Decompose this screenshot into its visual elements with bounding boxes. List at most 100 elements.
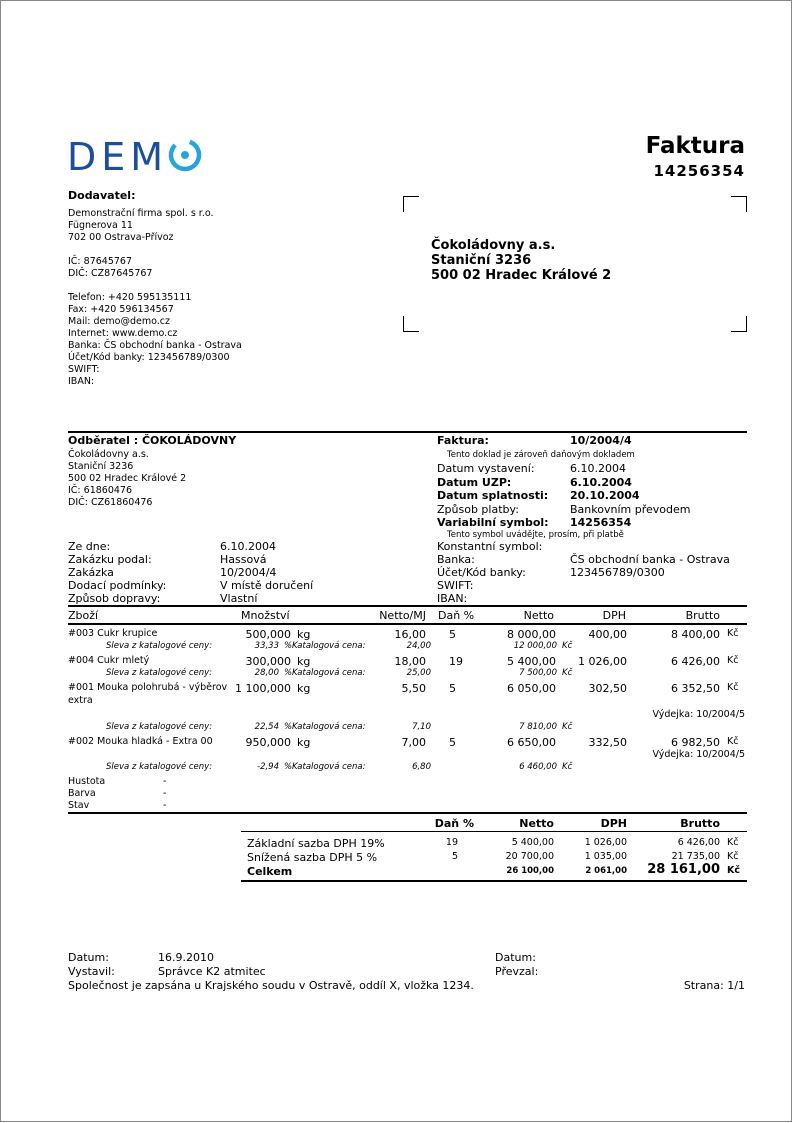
address-corner-mark <box>731 196 747 212</box>
summary-currency: Kč <box>727 837 739 848</box>
item-name: #002 Mouka hladká - Extra 00 <box>68 736 213 747</box>
discount-label: Sleva z katalogové ceny: <box>106 762 213 772</box>
order-label: Způsob dopravy: <box>68 592 161 605</box>
order-value: Vlastní <box>220 592 258 605</box>
item-issue-note: Výdejka: 10/2004/5 <box>652 709 745 720</box>
item-tax: 19 <box>449 655 463 668</box>
item-catalog-price: 7,10 <box>412 722 431 732</box>
demo-logo: DEM <box>67 135 207 179</box>
discount-pct: % <box>284 762 293 772</box>
item-net: 6 050,00 <box>507 682 556 695</box>
invoice-field-value: Bankovním převodem <box>570 502 691 516</box>
item-gross: 6 426,00 <box>671 655 720 668</box>
address-corner-mark <box>731 316 747 332</box>
item-vat: 1 026,00 <box>578 655 627 668</box>
catalog-label: Katalogová cena: <box>292 762 366 772</box>
item-discount: 28,00 <box>254 668 279 678</box>
item-net: 6 650,00 <box>507 736 556 749</box>
item-vat: 400,00 <box>588 628 628 641</box>
supplier-line: Demonstrační firma spol. s r.o. <box>68 208 214 219</box>
item-currency: Kč <box>727 682 739 693</box>
discount-label: Sleva z katalogové ceny: <box>106 722 213 732</box>
bank-field-value: 123456789/0300 <box>570 566 665 579</box>
item-unit: kg <box>297 736 311 749</box>
summary-row-label: Snížená sazba DPH 5 % <box>247 851 378 864</box>
symbol-note: Tento symbol uvádějte, prosím, při platb… <box>447 530 624 540</box>
supplier-line: Mail: demo@demo.cz <box>68 316 170 327</box>
item-tax: 5 <box>449 682 456 695</box>
item-tax: 5 <box>449 736 456 749</box>
invoice-field-value: 20.10.2004 <box>570 489 640 502</box>
item-qty: 950,000 <box>245 736 292 749</box>
item-issue-note: Výdejka: 10/2004/5 <box>652 749 745 760</box>
bank-field-label: Banka: <box>437 553 475 566</box>
attribute-label: Stav <box>68 800 90 811</box>
bank-field-value: ČS obchodní banka - Ostrava <box>570 553 730 566</box>
supplier-line: Banka: ČS obchodní banka - Ostrava <box>68 340 242 351</box>
divider <box>241 831 747 832</box>
recipient-line: Čokoládovny a.s. <box>431 238 556 253</box>
order-value: V místě doručení <box>220 579 314 592</box>
summary-total-currency: Kč <box>727 865 740 876</box>
summary-row-gross: 21 735,00 <box>671 851 720 862</box>
discount-pct: % <box>284 668 293 678</box>
header-item: Zboží <box>68 609 99 622</box>
supplier-line: IBAN: <box>68 376 95 387</box>
header-gross: Brutto <box>685 609 720 622</box>
summary-total-vat: 2 061,00 <box>585 866 627 876</box>
supplier-line: Telefon: +420 595135111 <box>68 292 192 303</box>
footer-date-label: Datum: <box>68 951 109 964</box>
item-unit: kg <box>297 628 311 641</box>
discount-pct: % <box>284 641 293 651</box>
item-unit-price: 7,00 <box>401 736 427 749</box>
summary-header-tax: Daň % <box>434 817 474 830</box>
summary-row-tax: 19 <box>445 837 458 848</box>
bank-field-label: IBAN: <box>437 592 468 605</box>
divider <box>241 880 747 882</box>
catalog-label: Katalogová cena: <box>292 722 366 732</box>
footer-date: 16.9.2010 <box>158 951 214 964</box>
summary-row-label: Základní sazba DPH 19% <box>247 837 385 850</box>
item-gross: 6 352,50 <box>671 682 720 695</box>
header-unit-price: Netto/MJ <box>379 609 426 622</box>
supplier-line: Účet/Kód banky: 123456789/0300 <box>68 352 230 363</box>
item-unit: kg <box>297 682 311 695</box>
summary-row-net: 20 700,00 <box>505 851 554 862</box>
order-label: Zakázka <box>68 566 114 579</box>
catalog-currency: Kč <box>562 641 573 651</box>
item-catalog-price: 25,00 <box>406 668 431 678</box>
supplier-line: Fax: +420 596134567 <box>68 304 174 315</box>
attribute-value: - <box>163 788 167 799</box>
item-unit-price: 16,00 <box>394 628 427 641</box>
summary-total-label: Celkem <box>247 865 293 878</box>
customer-line: Staniční 3236 <box>68 461 134 472</box>
supplier-line: 702 00 Ostrava-Přívoz <box>68 232 174 243</box>
item-unit: kg <box>297 655 311 668</box>
order-label: Ze dne: <box>68 540 111 553</box>
customer-line: IČ: 61860476 <box>68 485 133 496</box>
item-gross: 6 982,50 <box>671 736 720 749</box>
customer-line: 500 02 Hradec Králové 2 <box>68 473 187 484</box>
invoice-field-value: 6.10.2004 <box>570 462 626 475</box>
item-name: #004 Cukr mletý <box>68 655 150 666</box>
item-name-cont: extra <box>68 695 93 706</box>
item-net: 5 400,00 <box>507 655 556 668</box>
bank-field-label: Účet/Kód banky: <box>437 566 526 579</box>
discount-pct: % <box>284 722 293 732</box>
divider <box>68 812 747 814</box>
summary-currency: Kč <box>727 851 739 862</box>
item-qty: 500,000 <box>245 628 292 641</box>
order-label: Zakázku podal: <box>68 553 152 566</box>
supplier-line: IČ: 87645767 <box>68 256 133 267</box>
item-name: #001 Mouka polohrubá - výběrov <box>68 682 228 693</box>
footer-received-label: Převzal: <box>495 965 539 978</box>
footer-registry: Společnost je zapsána u Krajského soudu … <box>68 979 474 992</box>
supplier-heading: Dodavatel: <box>68 189 136 202</box>
document-title: Faktura <box>645 133 745 159</box>
divider <box>68 623 747 625</box>
item-discount: 33,33 <box>254 641 279 651</box>
customer-heading: Odběratel : ČOKOLÁDOVNY <box>68 434 237 447</box>
summary-header-gross: Brutto <box>680 817 720 830</box>
item-name: #003 Cukr krupice <box>68 628 158 639</box>
tax-document-note: Tento doklad je zároveň daňovým dokladem <box>447 450 635 460</box>
